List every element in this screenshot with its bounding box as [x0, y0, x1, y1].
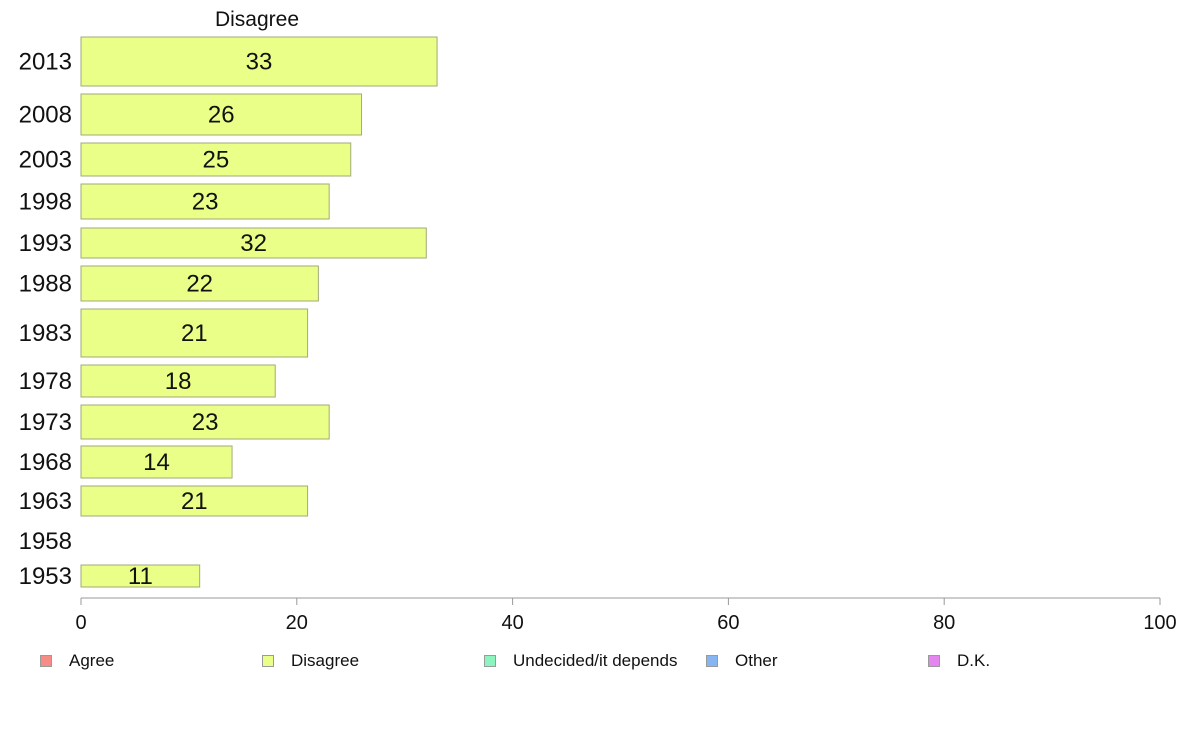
legend-item-undecided: Undecided/it depends — [484, 648, 677, 674]
legend-swatch — [484, 655, 496, 667]
bar — [80, 564, 201, 588]
data-label: 21 — [181, 488, 208, 515]
legend-label: Other — [735, 651, 778, 670]
data-label: 14 — [143, 449, 170, 476]
data-label: 21 — [181, 320, 208, 347]
category-labels: 2013 2008 2003 1998 1993 1988 1983 1978 1973 1968… — [19, 49, 72, 591]
data-label: 33 — [246, 49, 273, 76]
bar — [80, 364, 276, 398]
data-label: 25 — [203, 147, 230, 174]
data-label: 18 — [165, 368, 192, 395]
category-label: 2013 — [19, 49, 72, 76]
category-label: 1978 — [19, 368, 72, 395]
category-label: 1958 — [19, 528, 72, 555]
bar — [80, 445, 233, 479]
bar — [80, 404, 330, 440]
bar — [80, 93, 363, 136]
legend-label: Disagree — [291, 651, 360, 670]
legend-label: Agree — [69, 651, 115, 670]
bar — [80, 308, 309, 358]
legend-item-disagree: Disagree — [262, 648, 359, 674]
x-axis: 0 20 40 60 80 100 — [75, 597, 1177, 634]
x-tick-label: 80 — [933, 612, 955, 634]
x-tick-label: 40 — [501, 612, 523, 634]
data-label: 23 — [192, 189, 219, 216]
bar — [80, 36, 438, 87]
data-label: 22 — [186, 271, 213, 298]
category-label: 1968 — [19, 449, 72, 476]
legend: Agree Disagree Undecided/it depends Othe… — [0, 648, 1188, 674]
bar — [80, 227, 427, 259]
data-label: 26 — [208, 102, 235, 129]
legend-item-agree: Agree — [40, 648, 114, 674]
category-label: 1993 — [19, 230, 72, 257]
category-label: 1998 — [19, 189, 72, 216]
legend-swatch — [40, 655, 52, 667]
category-label: 1963 — [19, 488, 72, 515]
x-tick-label: 100 — [1143, 612, 1176, 634]
legend-swatch — [262, 655, 274, 667]
bar — [80, 265, 319, 302]
legend-item-dk: D.K. — [928, 648, 990, 674]
legend-swatch — [928, 655, 940, 667]
data-label: 23 — [192, 409, 219, 436]
bar — [80, 183, 330, 220]
legend-swatch — [706, 655, 718, 667]
category-label: 1953 — [19, 563, 72, 590]
legend-label: Undecided/it depends — [513, 651, 678, 670]
data-label: 11 — [128, 563, 153, 590]
chart-title: Disagree — [215, 8, 299, 31]
bar — [80, 485, 309, 517]
legend-label: D.K. — [957, 651, 991, 670]
x-tick-label: 0 — [75, 612, 86, 634]
category-label: 1983 — [19, 320, 72, 347]
bar — [80, 142, 352, 177]
category-label: 1973 — [19, 409, 72, 436]
category-label: 1988 — [19, 271, 72, 298]
data-label: 32 — [240, 230, 267, 257]
category-label: 2008 — [19, 102, 72, 129]
category-label: 2003 — [19, 147, 72, 174]
x-tick-label: 20 — [286, 612, 308, 634]
legend-item-other: Other — [706, 648, 778, 674]
x-tick-label: 60 — [717, 612, 739, 634]
